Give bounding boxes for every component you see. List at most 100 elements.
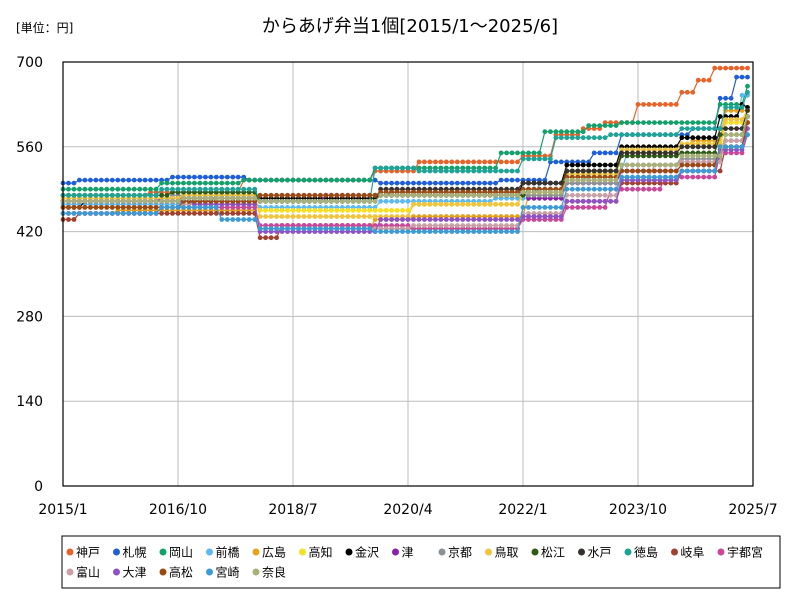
data-point bbox=[438, 217, 444, 222]
data-point bbox=[208, 174, 214, 180]
data-point bbox=[246, 186, 252, 192]
data-point bbox=[706, 120, 712, 125]
legend-item: 徳島 bbox=[624, 545, 658, 560]
data-point bbox=[717, 114, 723, 119]
legend-item: 広島 bbox=[252, 545, 286, 560]
data-point bbox=[739, 144, 745, 150]
data-point bbox=[449, 201, 455, 207]
data-point bbox=[586, 205, 592, 210]
data-point bbox=[241, 217, 247, 222]
data-point bbox=[498, 223, 504, 228]
data-point bbox=[394, 208, 400, 213]
legend-item: 札幌 bbox=[113, 545, 147, 560]
data-point bbox=[213, 205, 219, 210]
data-point bbox=[575, 162, 581, 168]
data-point bbox=[115, 192, 121, 198]
data-point bbox=[181, 195, 186, 201]
data-point bbox=[526, 180, 531, 186]
data-point bbox=[203, 174, 208, 180]
data-point bbox=[159, 205, 165, 210]
data-point bbox=[120, 205, 126, 210]
data-point bbox=[383, 180, 389, 186]
data-point bbox=[170, 186, 175, 192]
y-tick-label: 280 bbox=[16, 309, 43, 325]
data-point bbox=[367, 177, 373, 183]
data-point bbox=[597, 198, 603, 204]
grid bbox=[63, 62, 753, 486]
data-point bbox=[619, 120, 624, 125]
legend-item: 大津 bbox=[113, 566, 147, 580]
data-point bbox=[235, 195, 241, 201]
data-point bbox=[465, 223, 471, 228]
data-point bbox=[591, 150, 597, 156]
data-point bbox=[487, 180, 493, 186]
data-point bbox=[219, 180, 225, 186]
data-point bbox=[531, 180, 537, 186]
data-point bbox=[170, 180, 175, 186]
data-point bbox=[274, 177, 279, 183]
data-point bbox=[416, 229, 422, 235]
data-point bbox=[394, 217, 400, 222]
data-point bbox=[148, 177, 154, 183]
data-point bbox=[569, 177, 575, 183]
data-point bbox=[219, 174, 225, 180]
data-point bbox=[339, 214, 345, 219]
data-point bbox=[66, 180, 71, 186]
data-point bbox=[734, 126, 739, 131]
data-point bbox=[646, 174, 652, 180]
data-point bbox=[652, 150, 657, 156]
data-point bbox=[181, 180, 186, 186]
data-point bbox=[498, 168, 504, 174]
data-point bbox=[460, 229, 466, 235]
data-point bbox=[131, 205, 137, 210]
data-point bbox=[131, 192, 137, 198]
data-point bbox=[219, 186, 225, 192]
data-point bbox=[739, 92, 745, 98]
data-point bbox=[131, 198, 137, 204]
legend-label: 水戸 bbox=[588, 546, 612, 560]
data-point bbox=[706, 126, 712, 131]
data-point bbox=[224, 195, 230, 201]
data-point bbox=[602, 205, 608, 210]
data-point bbox=[608, 132, 613, 138]
data-point bbox=[509, 150, 515, 156]
data-point bbox=[263, 192, 268, 198]
data-point bbox=[712, 135, 718, 141]
data-point bbox=[613, 168, 619, 174]
data-point bbox=[558, 205, 564, 210]
data-point bbox=[164, 180, 170, 186]
data-point bbox=[575, 129, 581, 135]
data-point bbox=[526, 214, 531, 219]
data-point bbox=[186, 186, 192, 192]
data-point bbox=[312, 214, 318, 219]
data-point bbox=[170, 174, 175, 180]
data-point bbox=[575, 177, 581, 183]
data-point bbox=[290, 177, 296, 183]
data-point bbox=[285, 192, 290, 198]
data-point bbox=[690, 174, 696, 180]
data-point bbox=[93, 177, 99, 183]
data-point bbox=[438, 159, 444, 165]
data-point bbox=[591, 205, 597, 210]
data-point bbox=[433, 180, 438, 186]
data-point bbox=[679, 153, 685, 159]
data-point bbox=[148, 211, 154, 216]
data-point bbox=[241, 177, 247, 183]
data-point bbox=[411, 165, 416, 171]
data-point bbox=[153, 192, 159, 198]
data-point bbox=[449, 217, 455, 222]
data-point bbox=[684, 144, 690, 150]
data-point bbox=[668, 102, 674, 107]
data-point bbox=[142, 186, 148, 192]
data-point bbox=[328, 214, 334, 219]
data-point bbox=[219, 195, 225, 201]
data-point bbox=[482, 201, 488, 207]
data-point bbox=[427, 201, 433, 207]
data-point bbox=[77, 198, 82, 204]
data-point bbox=[383, 192, 389, 198]
data-point bbox=[235, 186, 241, 192]
data-point bbox=[635, 120, 641, 125]
data-point bbox=[66, 211, 71, 216]
data-point bbox=[109, 177, 115, 183]
data-point bbox=[274, 192, 279, 198]
